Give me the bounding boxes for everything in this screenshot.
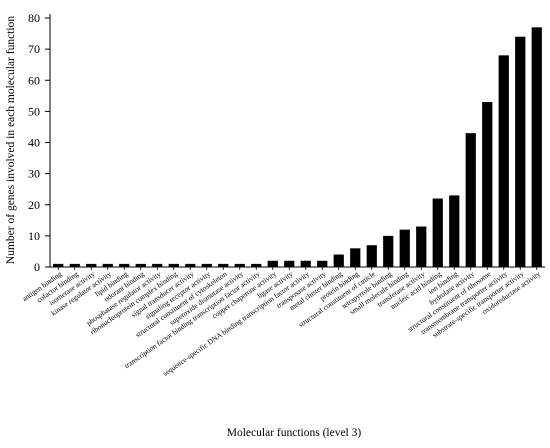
bar xyxy=(201,263,212,267)
bar xyxy=(86,263,97,267)
bar xyxy=(69,263,80,267)
bar xyxy=(515,36,526,267)
y-tick-label: 20 xyxy=(28,198,40,212)
y-axis: 0 10 20 30 40 50 60 70 80 xyxy=(28,11,51,274)
bar xyxy=(399,229,410,267)
bar xyxy=(333,254,344,267)
bar xyxy=(383,235,394,267)
bars xyxy=(53,27,542,268)
bar xyxy=(119,263,130,267)
bar xyxy=(531,27,542,268)
bar xyxy=(102,263,113,267)
y-axis-title: Number of genes involved in each molecul… xyxy=(5,16,17,264)
bar xyxy=(185,263,196,267)
bar xyxy=(482,102,493,267)
bar xyxy=(218,263,229,267)
bar xyxy=(300,260,311,267)
bar xyxy=(152,263,163,267)
y-tick-label: 30 xyxy=(28,167,40,181)
bar xyxy=(366,245,377,267)
y-tick-label: 10 xyxy=(28,229,40,243)
bar xyxy=(350,248,361,267)
bar xyxy=(284,260,295,267)
bar xyxy=(53,263,64,267)
bar xyxy=(465,133,476,267)
y-tick-label: 0 xyxy=(34,260,40,274)
bar xyxy=(135,263,146,267)
x-axis-title: Molecular functions (level 3) xyxy=(227,427,362,439)
bar xyxy=(251,263,262,267)
y-tick-label: 50 xyxy=(28,104,40,118)
bar xyxy=(432,198,443,267)
y-tick-label: 40 xyxy=(28,136,40,150)
bar xyxy=(234,263,245,267)
x-axis xyxy=(50,266,545,270)
bar xyxy=(449,195,460,267)
bar xyxy=(267,260,278,267)
bar xyxy=(498,55,509,267)
bar xyxy=(317,260,328,267)
bar xyxy=(416,226,427,267)
y-tick-label: 80 xyxy=(28,11,40,25)
y-tick-label: 70 xyxy=(28,42,40,56)
bar xyxy=(168,263,179,267)
y-tick-label: 60 xyxy=(28,73,40,87)
